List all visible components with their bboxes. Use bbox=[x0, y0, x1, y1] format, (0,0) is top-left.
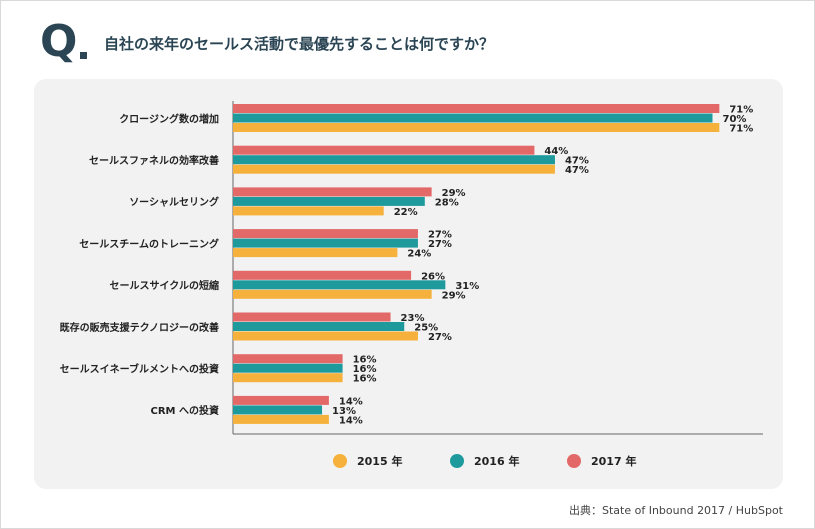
bar-2016 bbox=[233, 155, 555, 165]
legend-label-2016: 2016 年 bbox=[474, 454, 519, 468]
bar-2016 bbox=[233, 113, 713, 123]
bar-2015 bbox=[233, 373, 343, 383]
data-label-2017: 29% bbox=[442, 188, 466, 199]
data-label-2016: 70% bbox=[723, 114, 747, 125]
bar-2016 bbox=[233, 405, 323, 415]
bar-2016 bbox=[233, 322, 405, 331]
data-label-2015: 29% bbox=[442, 290, 466, 301]
source-prefix: 出典： bbox=[569, 504, 602, 517]
data-label-2016: 31% bbox=[455, 281, 479, 292]
bar-2015 bbox=[233, 289, 432, 299]
data-label-2017: 23% bbox=[401, 313, 425, 324]
bar-2017 bbox=[233, 229, 418, 239]
data-label-2016: 16% bbox=[353, 364, 377, 375]
question-title: 自社の来年のセールス活動で最優先することは何ですか？ bbox=[104, 35, 495, 53]
data-label-2016: 13% bbox=[332, 406, 356, 417]
data-label-2016: 28% bbox=[435, 197, 459, 208]
category-label: 既存の販売支援テクノロジーの改善 bbox=[60, 321, 219, 334]
legend-marker-2015 bbox=[333, 454, 347, 468]
data-label-2015: 47% bbox=[565, 165, 589, 176]
legend-marker-2017 bbox=[567, 454, 581, 468]
legend-label-2015: 2015 年 bbox=[357, 454, 402, 468]
category-label: セールスファネルの効率改善 bbox=[89, 154, 219, 167]
data-label-2016: 47% bbox=[565, 156, 589, 167]
data-label-2017: 44% bbox=[544, 146, 568, 157]
category-label: セールスイネーブルメントへの投資 bbox=[60, 362, 219, 375]
bar-2016 bbox=[233, 196, 425, 206]
bar-2017 bbox=[233, 395, 329, 405]
source-text: State of Inbound 2017 / HubSpot bbox=[602, 504, 783, 517]
bar-2015 bbox=[233, 248, 398, 258]
data-label-2017: 71% bbox=[729, 105, 753, 116]
category-label: クロージング数の増加 bbox=[119, 112, 219, 125]
data-label-2015: 16% bbox=[353, 374, 377, 385]
bar-2015 bbox=[233, 414, 329, 424]
category-label: セールスチームのトレーニング bbox=[79, 237, 219, 250]
bar-2016 bbox=[233, 280, 446, 290]
bar-chart: クロージング数の増加71%70%71%セールスファネルの効率改善44%47%47… bbox=[60, 101, 763, 468]
data-label-2017: 27% bbox=[428, 230, 452, 241]
q-mark: Q bbox=[40, 16, 78, 67]
data-label-2017: 16% bbox=[353, 355, 377, 366]
data-label-2015: 71% bbox=[729, 124, 753, 135]
bar-2016 bbox=[233, 238, 418, 248]
bar-2015 bbox=[233, 164, 555, 174]
legend-label-2017: 2017 年 bbox=[591, 454, 636, 468]
bar-2016 bbox=[233, 363, 343, 373]
data-label-2015: 27% bbox=[428, 332, 452, 343]
bar-2017 bbox=[233, 187, 432, 197]
data-label-2015: 14% bbox=[339, 415, 363, 426]
bar-2015 bbox=[233, 123, 720, 132]
bar-2017 bbox=[233, 312, 391, 322]
source-note: 出典：State of Inbound 2017 / HubSpot bbox=[569, 502, 783, 518]
data-label-2016: 25% bbox=[414, 323, 438, 334]
bar-2017 bbox=[233, 104, 720, 113]
data-label-2015: 24% bbox=[407, 249, 431, 260]
q-dot bbox=[80, 52, 87, 59]
category-label: CRM への投資 bbox=[151, 404, 219, 417]
data-label-2017: 26% bbox=[421, 271, 445, 282]
bar-2015 bbox=[233, 206, 384, 216]
category-label: セールスサイクルの短縮 bbox=[110, 279, 220, 292]
data-label-2016: 27% bbox=[428, 239, 452, 250]
bar-2017 bbox=[233, 354, 343, 364]
bar-2017 bbox=[233, 145, 535, 155]
data-label-2015: 22% bbox=[394, 207, 418, 218]
category-label: ソーシャルセリング bbox=[129, 196, 219, 209]
chart-panel: クロージング数の増加 71% 70% 71% セールスファネルの効率改善 44% 47% 47… bbox=[34, 79, 783, 489]
bar-2017 bbox=[233, 270, 412, 280]
data-label-2017: 14% bbox=[339, 396, 363, 407]
legend-marker-2016 bbox=[450, 454, 464, 468]
bar-2015 bbox=[233, 331, 418, 341]
